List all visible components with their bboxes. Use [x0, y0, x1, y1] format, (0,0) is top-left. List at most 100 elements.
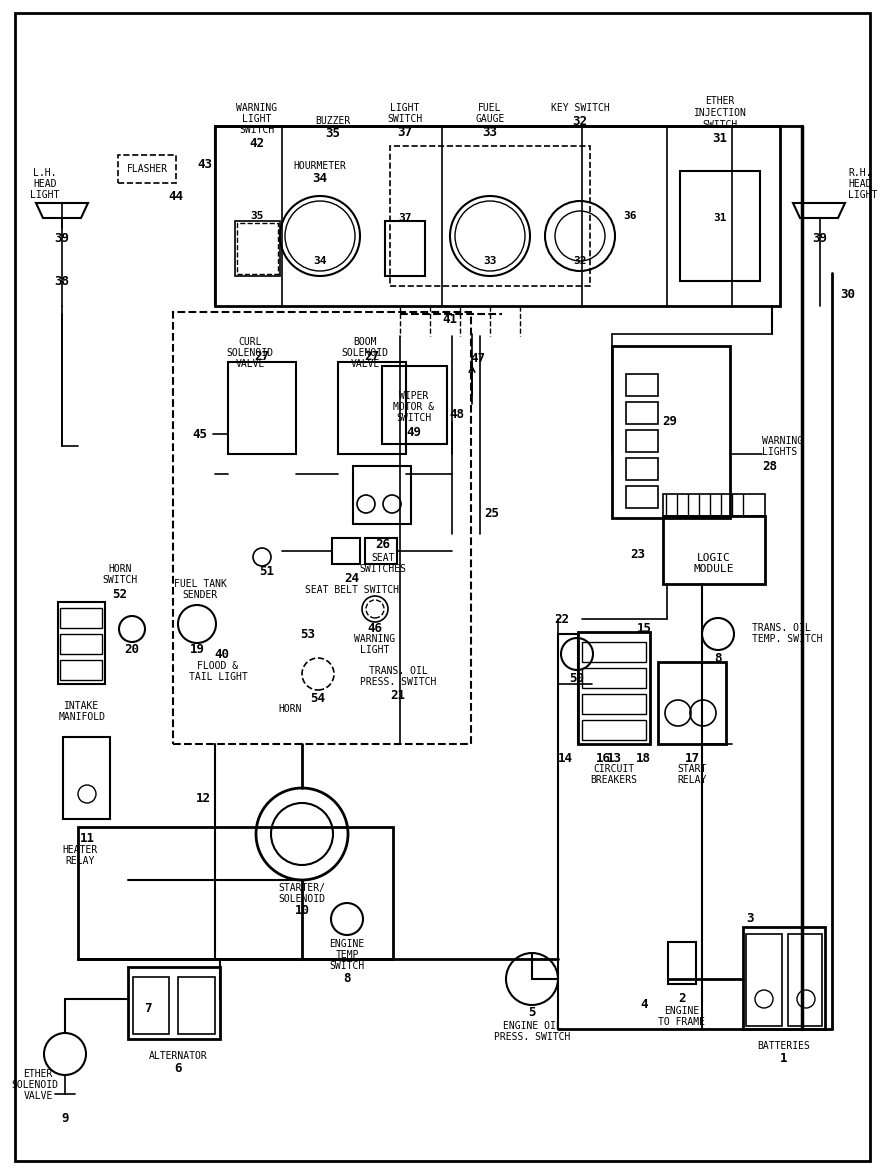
Text: 8: 8 [714, 652, 722, 664]
Bar [60, 634, 102, 654]
Text: SEAT: SEAT [371, 553, 395, 563]
Text: 13: 13 [607, 751, 622, 764]
Text: WIPER: WIPER [400, 390, 429, 401]
Text: 31: 31 [713, 213, 726, 223]
Text: 32: 32 [574, 256, 587, 266]
Text: INTAKE: INTAKE [64, 701, 99, 711]
Bar [743, 927, 825, 1029]
Bar [353, 466, 411, 524]
Text: 50: 50 [569, 671, 584, 684]
Text: VALVE: VALVE [23, 1091, 52, 1101]
Text: HEATER: HEATER [62, 846, 98, 855]
Bar [626, 374, 658, 396]
Text: SOLENOID: SOLENOID [226, 348, 274, 358]
Text: TEMP: TEMP [336, 950, 359, 960]
Text: HEAD: HEAD [848, 179, 871, 189]
Bar [235, 221, 280, 276]
Text: BREAKERS: BREAKERS [591, 775, 638, 786]
Text: VALVE: VALVE [235, 359, 265, 369]
Text: L.H.: L.H. [33, 168, 57, 178]
Text: 35: 35 [326, 127, 340, 140]
Text: SWITCH: SWITCH [702, 120, 738, 131]
Text: 39: 39 [54, 232, 69, 245]
Bar [626, 457, 658, 480]
Bar [385, 221, 425, 276]
Text: SWITCH: SWITCH [240, 125, 274, 135]
Text: 5: 5 [528, 1007, 535, 1020]
Text: 34: 34 [313, 256, 327, 266]
Bar [118, 155, 176, 183]
Text: 21: 21 [391, 688, 406, 702]
Text: SWITCHES: SWITCHES [360, 564, 407, 574]
Text: 39: 39 [813, 232, 828, 245]
Text: ETHER: ETHER [705, 96, 734, 106]
Text: 52: 52 [113, 588, 128, 601]
Text: 33: 33 [482, 126, 497, 139]
Text: LOGIC: LOGIC [697, 553, 731, 563]
Text: ETHER: ETHER [23, 1069, 52, 1080]
Text: 18: 18 [636, 751, 651, 764]
Text: 46: 46 [368, 621, 383, 635]
Text: 8: 8 [344, 973, 351, 985]
Text: 49: 49 [407, 426, 422, 439]
Text: 32: 32 [573, 114, 588, 127]
Text: MANIFOLD: MANIFOLD [59, 711, 106, 722]
Text: 20: 20 [124, 642, 139, 655]
Text: ENGINE: ENGINE [329, 938, 365, 949]
Text: BATTERIES: BATTERIES [757, 1041, 811, 1051]
Text: 15: 15 [637, 621, 652, 635]
Text: HOURMETER: HOURMETER [294, 161, 346, 171]
Text: LIGHT: LIGHT [361, 644, 390, 655]
Text: 27: 27 [255, 349, 269, 362]
Bar [582, 642, 646, 662]
Text: MOTOR &: MOTOR & [393, 402, 434, 412]
Text: SWITCH: SWITCH [387, 114, 423, 123]
Text: GAUGE: GAUGE [475, 114, 504, 123]
Text: TAIL LIGHT: TAIL LIGHT [188, 671, 248, 682]
Text: INJECTION: INJECTION [694, 108, 747, 118]
Text: 47: 47 [471, 352, 486, 365]
Text: 24: 24 [345, 572, 360, 584]
Bar [582, 720, 646, 740]
Bar [338, 362, 406, 454]
Text: SOLENOID: SOLENOID [279, 894, 326, 904]
Bar [78, 827, 393, 958]
Bar [582, 668, 646, 688]
Bar [658, 662, 726, 744]
Bar [215, 126, 780, 306]
Text: 43: 43 [197, 158, 212, 171]
Text: 4: 4 [640, 997, 647, 1010]
Bar [60, 608, 102, 628]
Text: 12: 12 [195, 793, 210, 806]
Bar [626, 486, 658, 508]
Text: 37: 37 [398, 126, 413, 139]
Text: 1: 1 [781, 1051, 788, 1064]
Text: 45: 45 [193, 428, 208, 441]
Text: 31: 31 [712, 132, 727, 145]
Text: 42: 42 [250, 136, 265, 149]
Text: 10: 10 [295, 904, 310, 917]
Text: 9: 9 [61, 1111, 68, 1124]
Text: HORN: HORN [108, 564, 131, 574]
Text: 28: 28 [762, 460, 777, 473]
Text: LIGHT: LIGHT [242, 114, 272, 123]
Text: LIGHT: LIGHT [30, 191, 59, 200]
Bar [173, 312, 471, 744]
Text: 54: 54 [311, 691, 326, 704]
Text: 17: 17 [685, 751, 700, 764]
Bar [228, 362, 296, 454]
Bar [578, 632, 650, 744]
Text: CIRCUIT: CIRCUIT [593, 764, 635, 774]
Text: 29: 29 [662, 414, 678, 428]
Bar [365, 537, 397, 564]
Bar [582, 694, 646, 714]
Text: 30: 30 [841, 287, 855, 301]
Text: LIGHTS: LIGHTS [762, 447, 797, 457]
Text: 48: 48 [449, 408, 464, 421]
Text: 26: 26 [376, 537, 391, 550]
Text: TEMP. SWITCH: TEMP. SWITCH [752, 634, 822, 644]
Text: 25: 25 [485, 507, 499, 520]
Text: SOLENOID: SOLENOID [12, 1080, 59, 1090]
Text: 34: 34 [313, 172, 328, 185]
Bar [668, 942, 696, 984]
